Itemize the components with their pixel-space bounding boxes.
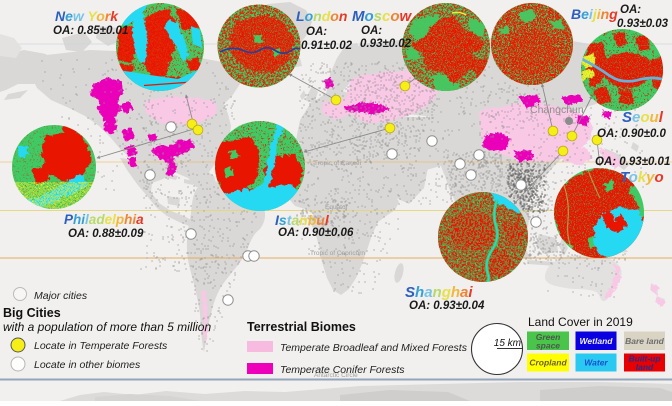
svg-text:OA: 0.93±0.04: OA: 0.93±0.04 bbox=[409, 300, 485, 312]
svg-text:Cropland: Cropland bbox=[529, 358, 567, 368]
svg-text:OA: 0.88±0.09: OA: 0.88±0.09 bbox=[68, 228, 144, 240]
svg-text:Locate in Temperate Forests: Locate in Temperate Forests bbox=[34, 340, 168, 352]
svg-text:Tokyo: Tokyo bbox=[620, 169, 664, 186]
svg-text:New York: New York bbox=[55, 8, 119, 24]
svg-text:Philadelphia: Philadelphia bbox=[64, 212, 144, 227]
svg-text:0.91±0.02: 0.91±0.02 bbox=[301, 40, 353, 52]
svg-text:land: land bbox=[636, 362, 654, 372]
svg-text:space: space bbox=[536, 340, 560, 350]
svg-text:Temperate Broadleaf and Mixed: Temperate Broadleaf and Mixed Forests bbox=[280, 342, 468, 354]
svg-text:Water: Water bbox=[584, 358, 608, 368]
svg-text:Bare land: Bare land bbox=[625, 336, 665, 346]
svg-text:Shanghai: Shanghai bbox=[405, 284, 473, 301]
svg-text:Major cities: Major cities bbox=[34, 290, 88, 302]
svg-text:OA:: OA: bbox=[306, 26, 327, 38]
svg-text:Tropic of Capricorn: Tropic of Capricorn bbox=[310, 250, 365, 257]
svg-text:Terrestrial Biomes: Terrestrial Biomes bbox=[247, 320, 356, 334]
svg-text:Changchun: Changchun bbox=[530, 104, 584, 116]
svg-text:Beijing: Beijing bbox=[571, 6, 618, 22]
svg-text:Green: Green bbox=[536, 332, 561, 342]
svg-text:OA: 0.90±0.0: OA: 0.90±0.0 bbox=[597, 128, 667, 140]
svg-text:with a population of more than: with a population of more than 5 million bbox=[3, 320, 211, 334]
svg-text:OA: 0.85±0.01: OA: 0.85±0.01 bbox=[53, 25, 128, 37]
svg-text:Moscow: Moscow bbox=[352, 8, 413, 25]
svg-text:0.93±0.02: 0.93±0.02 bbox=[360, 38, 412, 50]
svg-text:Big Cities: Big Cities bbox=[3, 306, 61, 320]
svg-text:Land Cover in 2019: Land Cover in 2019 bbox=[528, 315, 633, 329]
svg-text:0.93±0.03: 0.93±0.03 bbox=[617, 18, 669, 30]
svg-text:Temperate Conifer Forests: Temperate Conifer Forests bbox=[280, 364, 405, 376]
svg-text:OA:: OA: bbox=[361, 25, 382, 37]
svg-text:Tropic of Cancer: Tropic of Cancer bbox=[314, 160, 363, 167]
svg-text:London: London bbox=[296, 8, 347, 24]
svg-text:Wetland: Wetland bbox=[580, 336, 614, 346]
svg-text:OA:: OA: bbox=[620, 4, 641, 16]
svg-text:Built-up: Built-up bbox=[628, 354, 660, 364]
svg-text:OA: 0.90±0.06: OA: 0.90±0.06 bbox=[278, 227, 354, 239]
svg-text:Antarctic Circle: Antarctic Circle bbox=[314, 372, 358, 379]
svg-text:Locate in other biomes: Locate in other biomes bbox=[34, 359, 141, 371]
svg-text:Istanbul: Istanbul bbox=[275, 212, 330, 228]
svg-text:15 km: 15 km bbox=[494, 338, 521, 349]
svg-text:Seoul: Seoul bbox=[622, 109, 664, 126]
svg-text:Equator: Equator bbox=[325, 204, 349, 211]
svg-text:OA: 0.93±0.01: OA: 0.93±0.01 bbox=[595, 156, 670, 168]
